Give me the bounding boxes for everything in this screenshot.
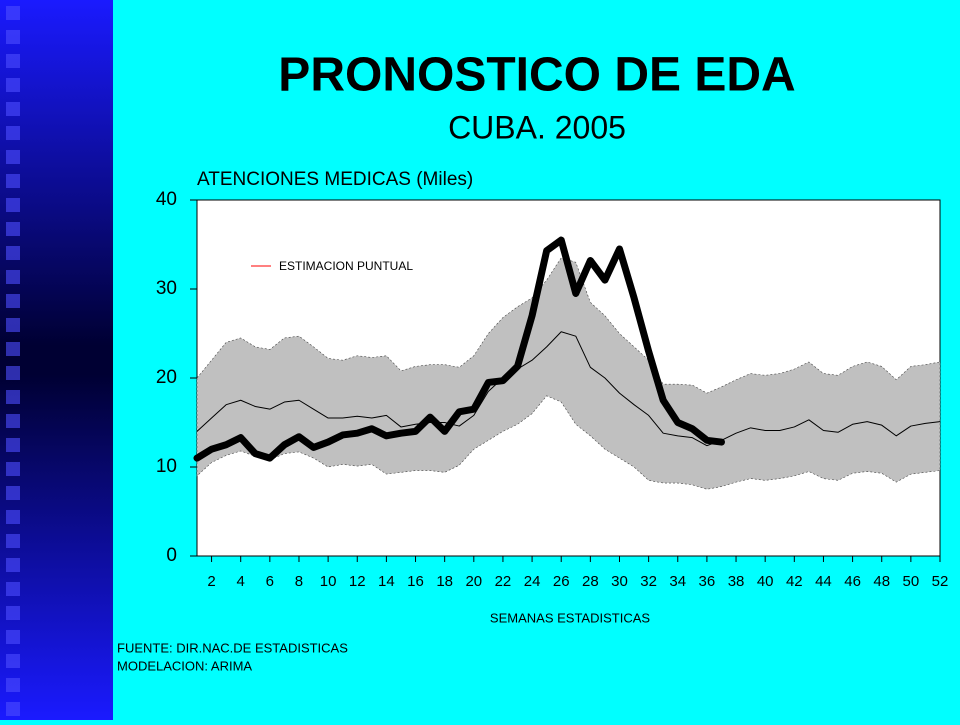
y-tick-label: 10: [156, 456, 177, 477]
x-tick-label: 8: [295, 573, 303, 590]
x-tick-label: 16: [407, 573, 424, 590]
x-tick-label: 32: [640, 573, 657, 590]
x-tick-label: 40: [757, 573, 774, 590]
x-tick-label: 52: [932, 573, 949, 590]
y-tick-label: 20: [156, 367, 177, 388]
y-tick-label: 0: [166, 545, 177, 566]
x-tick-label: 44: [815, 573, 832, 590]
x-tick-label: 18: [436, 573, 453, 590]
y-tick-label: 40: [156, 189, 177, 210]
x-tick-label: 50: [903, 573, 920, 590]
x-tick-label: 24: [524, 573, 541, 590]
y-axis-label: ATENCIONES MEDICAS (Miles): [197, 169, 473, 190]
x-tick-label: 28: [582, 573, 599, 590]
subtitle: CUBA. 2005: [448, 109, 626, 145]
x-tick-label: 42: [786, 573, 803, 590]
title: PRONOSTICO DE EDA: [278, 49, 795, 102]
footnote: MODELACION: ARIMA: [117, 658, 252, 673]
x-axis-label: SEMANAS ESTADISTICAS: [490, 610, 650, 625]
x-tick-label: 20: [465, 573, 482, 590]
x-tick-label: 6: [266, 573, 274, 590]
y-tick-label: 30: [156, 278, 177, 299]
x-tick-label: 38: [728, 573, 745, 590]
x-tick-label: 26: [553, 573, 570, 590]
footnote: FUENTE: DIR.NAC.DE ESTADISTICAS: [117, 640, 348, 655]
x-tick-label: 46: [844, 573, 861, 590]
x-tick-label: 22: [495, 573, 512, 590]
x-tick-label: 36: [699, 573, 716, 590]
x-tick-label: 2: [207, 573, 215, 590]
x-tick-label: 48: [873, 573, 890, 590]
series-line: [196, 331, 941, 447]
x-tick-label: 30: [611, 573, 628, 590]
x-tick-label: 12: [349, 573, 366, 590]
x-tick-label: 10: [320, 573, 337, 590]
series-line: [193, 236, 725, 462]
legend-label: ESTIMACION PUNTUAL: [279, 259, 413, 273]
x-tick-label: 14: [378, 573, 395, 590]
x-tick-label: 4: [237, 573, 245, 590]
side-pattern: [0, 0, 30, 720]
x-tick-label: 34: [669, 573, 686, 590]
